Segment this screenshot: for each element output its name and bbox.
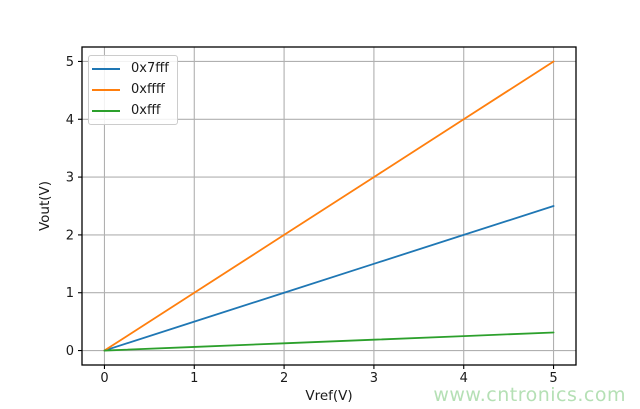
x-tick-label: 2 bbox=[280, 371, 288, 386]
legend-label: 0xffff bbox=[131, 82, 165, 97]
x-tick-label: 0 bbox=[100, 371, 108, 386]
legend-item: 0x7fff bbox=[92, 62, 169, 76]
x-tick-label: 5 bbox=[549, 371, 557, 386]
legend: 0x7fff 0xffff 0xfff bbox=[88, 55, 178, 125]
x-axis-label: Vref(V) bbox=[305, 388, 353, 404]
legend-label: 0x7fff bbox=[131, 61, 169, 76]
y-tick-label: 1 bbox=[66, 286, 74, 301]
x-tick-label: 4 bbox=[460, 371, 468, 386]
x-tick-label: 1 bbox=[190, 371, 198, 386]
legend-line-swatch bbox=[92, 68, 120, 70]
series-line-0xffff bbox=[103, 60, 555, 352]
legend-item: 0xffff bbox=[92, 83, 169, 97]
y-tick-label: 0 bbox=[66, 344, 74, 359]
legend-label: 0xfff bbox=[131, 103, 161, 118]
y-tick-label: 5 bbox=[66, 55, 74, 70]
legend-line-swatch bbox=[92, 89, 120, 91]
watermark: www.cntronics.com bbox=[433, 384, 626, 406]
series-line-0xfff bbox=[103, 331, 555, 352]
series-line-0x7fff bbox=[103, 205, 555, 352]
legend-item: 0xfff bbox=[92, 104, 169, 118]
axes-frame bbox=[81, 46, 577, 366]
y-tick-label: 3 bbox=[66, 171, 74, 186]
y-tick-label: 4 bbox=[66, 113, 74, 128]
legend-line-swatch bbox=[92, 110, 120, 112]
y-axis-label: Vout(V) bbox=[37, 180, 53, 232]
x-tick-label: 3 bbox=[370, 371, 378, 386]
y-tick-label: 2 bbox=[66, 228, 74, 243]
